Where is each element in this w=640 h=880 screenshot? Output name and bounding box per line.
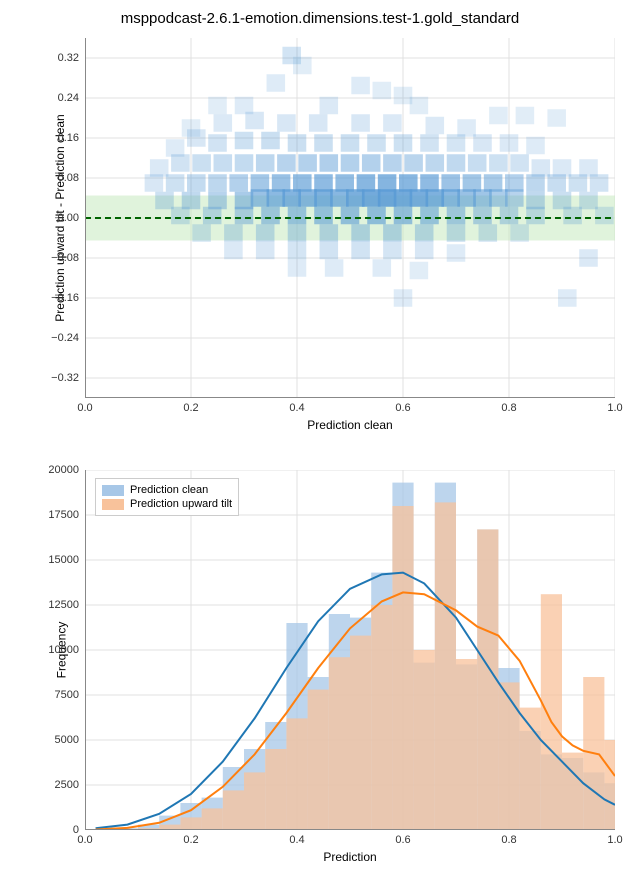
bottom-plot-area — [85, 470, 615, 830]
spine — [85, 397, 615, 398]
ytick: 20000 — [48, 464, 85, 476]
xtick: 1.0 — [607, 830, 622, 846]
xtick: 0.6 — [395, 830, 410, 846]
ytick: 0.32 — [58, 52, 85, 64]
spine — [85, 38, 86, 398]
xtick: 0.2 — [183, 398, 198, 414]
legend-swatch — [102, 499, 124, 510]
ytick: 2500 — [55, 779, 85, 791]
ytick: 12500 — [48, 599, 85, 611]
legend-swatch — [102, 485, 124, 496]
ytick: 10000 — [48, 644, 85, 656]
ytick: 15000 — [48, 554, 85, 566]
ytick: 5000 — [55, 734, 85, 746]
ytick: 0.24 — [58, 92, 85, 104]
legend: Prediction clean Prediction upward tilt — [95, 478, 239, 516]
xtick: 0.4 — [289, 830, 304, 846]
spine — [85, 829, 615, 830]
ytick: −0.24 — [51, 332, 85, 344]
ytick: −0.32 — [51, 372, 85, 384]
spine — [85, 470, 86, 830]
legend-label: Prediction clean — [130, 484, 208, 496]
ytick: 7500 — [55, 689, 85, 701]
legend-row: Prediction upward tilt — [102, 497, 232, 511]
top-svg — [85, 38, 615, 398]
xtick: 0.4 — [289, 398, 304, 414]
top-scatter-panel: Prediction upward tilt - Prediction clea… — [85, 38, 615, 398]
ytick: 17500 — [48, 509, 85, 521]
bottom-svg — [85, 470, 615, 830]
ytick: −0.16 — [51, 292, 85, 304]
legend-label: Prediction upward tilt — [130, 498, 232, 510]
xtick: 0.0 — [77, 830, 92, 846]
ytick: 0.00 — [58, 212, 85, 224]
top-xlabel: Prediction clean — [307, 418, 392, 432]
figure: msppodcast-2.6.1-emotion.dimensions.test… — [0, 0, 640, 880]
legend-row: Prediction clean — [102, 483, 232, 497]
bottom-hist-panel: Frequency Prediction Prediction cleanPre… — [85, 470, 615, 830]
ytick: −0.08 — [51, 252, 85, 264]
xtick: 0.6 — [395, 398, 410, 414]
figure-title: msppodcast-2.6.1-emotion.dimensions.test… — [0, 10, 640, 27]
xtick: 1.0 — [607, 398, 622, 414]
ytick: 0.08 — [58, 172, 85, 184]
xtick: 0.0 — [77, 398, 92, 414]
ytick: 0.16 — [58, 132, 85, 144]
xtick: 0.8 — [501, 398, 516, 414]
top-plot-area — [85, 38, 615, 398]
xtick: 0.2 — [183, 830, 198, 846]
bottom-xlabel: Prediction — [323, 850, 376, 864]
xtick: 0.8 — [501, 830, 516, 846]
